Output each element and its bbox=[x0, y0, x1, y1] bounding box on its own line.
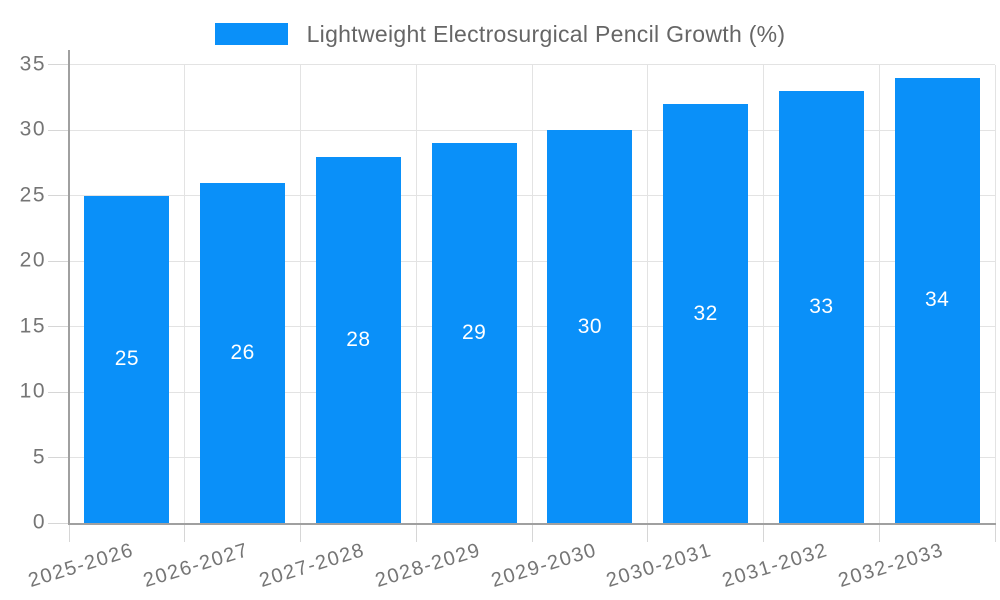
x-axis-tick bbox=[300, 525, 301, 542]
x-axis-tick bbox=[68, 525, 70, 542]
y-axis-tick bbox=[48, 129, 69, 131]
bar[interactable] bbox=[663, 104, 749, 523]
y-axis-tick bbox=[48, 326, 69, 328]
legend-label: Lightweight Electrosurgical Pencil Growt… bbox=[306, 20, 786, 47]
y-axis-tick bbox=[48, 64, 69, 66]
x-axis-tick bbox=[878, 525, 880, 542]
y-axis-line bbox=[68, 50, 70, 525]
x-axis-tick bbox=[415, 525, 417, 542]
x-axis-tick bbox=[647, 525, 649, 542]
x-tick-label: 2026-2027 bbox=[141, 539, 253, 592]
y-tick-label: 15 bbox=[19, 314, 46, 338]
bar-value-label: 30 bbox=[577, 314, 603, 338]
x-tick-label: 2031-2032 bbox=[719, 539, 831, 592]
bar[interactable] bbox=[431, 143, 517, 523]
y-tick-label: 25 bbox=[19, 183, 46, 207]
y-tick-label: 20 bbox=[19, 248, 46, 272]
bar[interactable] bbox=[315, 156, 401, 523]
v-gridline bbox=[763, 64, 764, 523]
x-axis-tick bbox=[184, 525, 186, 542]
x-tick-label: 2030-2031 bbox=[604, 539, 716, 592]
legend-swatch bbox=[214, 23, 288, 45]
y-axis-tick bbox=[48, 260, 69, 262]
y-tick-label: 30 bbox=[19, 117, 46, 141]
v-gridline bbox=[184, 64, 186, 523]
v-gridline bbox=[531, 64, 533, 523]
bar-value-label: 29 bbox=[461, 321, 487, 345]
v-gridline bbox=[994, 64, 996, 523]
bar[interactable] bbox=[84, 195, 170, 523]
x-axis-tick bbox=[994, 525, 996, 542]
bar-value-label: 32 bbox=[693, 301, 718, 325]
x-tick-label: 2025-2026 bbox=[25, 539, 137, 592]
bar-value-label: 26 bbox=[230, 340, 255, 364]
v-gridline bbox=[415, 64, 417, 523]
y-axis-tick bbox=[48, 391, 69, 393]
y-tick-label: 0 bbox=[32, 510, 46, 534]
bar-value-label: 25 bbox=[114, 347, 140, 371]
v-gridline bbox=[300, 64, 301, 523]
y-tick-label: 10 bbox=[19, 379, 46, 403]
bar[interactable] bbox=[547, 130, 633, 523]
y-tick-label: 5 bbox=[32, 445, 46, 469]
x-axis-tick bbox=[763, 525, 764, 542]
bar-value-label: 33 bbox=[809, 295, 834, 319]
bar[interactable] bbox=[894, 77, 980, 523]
x-axis-line bbox=[68, 523, 996, 525]
y-axis-tick bbox=[48, 522, 69, 524]
chart-legend[interactable]: Lightweight Electrosurgical Pencil Growt… bbox=[0, 21, 1000, 47]
y-axis-tick bbox=[48, 195, 69, 197]
y-axis-tick bbox=[48, 457, 69, 459]
x-tick-label: 2027-2028 bbox=[256, 539, 368, 592]
v-gridline bbox=[647, 64, 649, 523]
v-gridline bbox=[878, 64, 880, 523]
x-tick-label: 2028-2029 bbox=[372, 539, 484, 592]
x-tick-label: 2032-2033 bbox=[835, 539, 947, 592]
y-tick-label: 35 bbox=[19, 52, 46, 76]
bar[interactable] bbox=[200, 182, 286, 523]
bar-value-label: 28 bbox=[346, 327, 371, 351]
bar-value-label: 34 bbox=[924, 288, 950, 312]
x-tick-label: 2029-2030 bbox=[488, 539, 600, 592]
bar[interactable] bbox=[778, 91, 864, 523]
x-axis-tick bbox=[531, 525, 533, 542]
